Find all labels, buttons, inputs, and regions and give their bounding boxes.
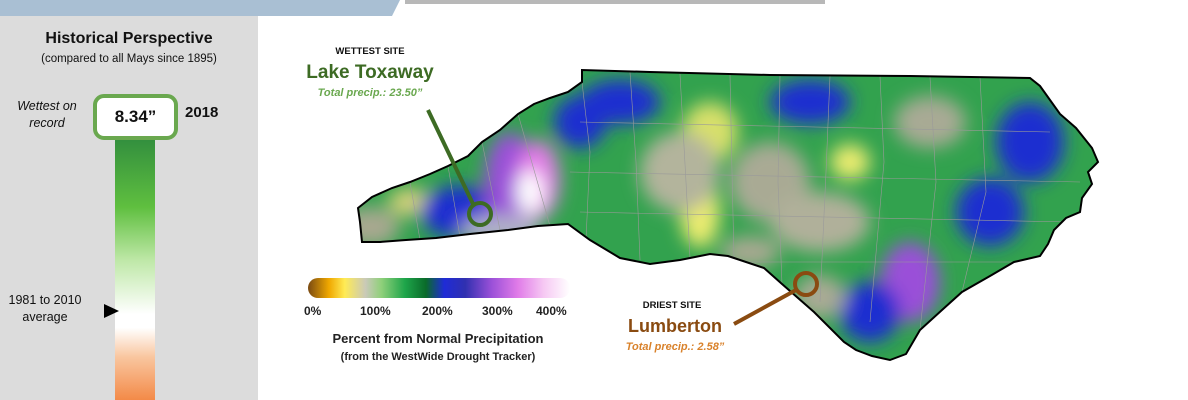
legend-ticks: 0% 100% 200% 300% 400% — [300, 304, 580, 320]
wettest-pointer-line — [426, 109, 476, 207]
driest-site-name: Lumberton — [628, 316, 722, 336]
ranking-gradient-bar — [115, 132, 155, 400]
wettest-site-name: Lake Toxaway — [306, 62, 434, 83]
legend-tick-100: 100% — [360, 304, 391, 318]
legend-tick-0: 0% — [304, 304, 322, 318]
county-lines — [409, 71, 1081, 331]
driest-site-marker — [793, 271, 819, 297]
wettest-site-total: Total precip.: 23.50” — [317, 87, 423, 99]
legend-tick-200: 200% — [422, 304, 453, 318]
driest-site-total: Total precip.: 2.58” — [625, 341, 725, 353]
legend-tick-300: 300% — [482, 304, 513, 318]
legend-color-scale — [308, 278, 570, 298]
driest-site-heading: DRIEST SITE — [642, 300, 702, 311]
header-rule — [405, 0, 825, 4]
average-pointer-icon — [104, 304, 119, 318]
wettest-on-record-label: Wettest on record — [17, 99, 77, 130]
header-banner — [0, 0, 400, 16]
average-label: 1981 to 2010 average — [8, 293, 82, 324]
historical-perspective-panel: Historical Perspective (compared to all … — [0, 16, 258, 400]
panel-title: Historical Perspective — [45, 30, 213, 47]
wettest-site-marker — [467, 201, 493, 227]
driest-pointer-line — [733, 288, 797, 326]
legend-tick-400: 400% — [536, 304, 567, 318]
legend-subtitle: (from the WestWide Drought Tracker) — [340, 351, 536, 363]
legend-title: Percent from Normal Precipitation — [332, 331, 544, 346]
wettest-site-heading: WETTEST SITE — [335, 46, 405, 57]
north-carolina-precip-map — [357, 69, 1099, 361]
panel-subtitle: (compared to all Mays since 1895) — [41, 53, 217, 65]
wettest-value-box: 8.34” — [93, 94, 178, 140]
wettest-year: 2018 — [185, 104, 219, 121]
